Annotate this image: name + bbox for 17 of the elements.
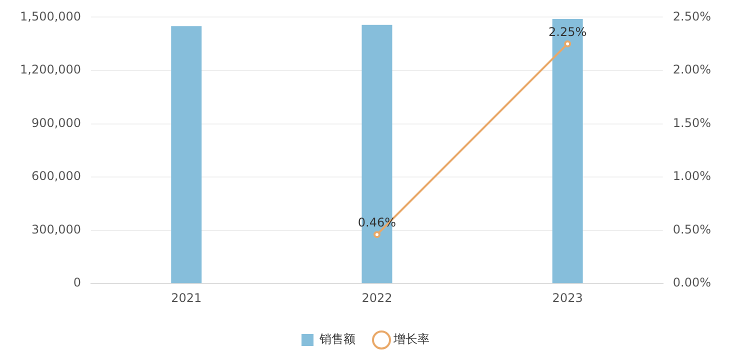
- y2-tick-label: 2.00%: [672, 62, 712, 77]
- y-tick-label: 1,200,000: [20, 62, 82, 77]
- x-tick-label: 2022: [362, 290, 392, 305]
- y-tick-label: 600,000: [31, 169, 82, 184]
- x-tick-label: 2023: [552, 290, 583, 305]
- y-tick-label: 0: [73, 276, 82, 290]
- y2-tick-label: 2.50%: [672, 9, 712, 24]
- y2-tick-label: 0.50%: [672, 222, 712, 236]
- y-tick-label: 900,000: [31, 116, 82, 130]
- legend-label: 增长率: [392, 332, 430, 346]
- x-tick-label: 2021: [171, 290, 202, 305]
- y-tick-label: 300,000: [31, 222, 82, 236]
- y2-tick-label: 1.50%: [672, 116, 712, 130]
- legend-label: 销售额: [318, 332, 356, 346]
- y2-tick-label: 1.00%: [672, 169, 712, 184]
- y-tick-label: 1,500,000: [20, 9, 82, 24]
- y2-tick-label: 0.00%: [672, 276, 712, 290]
